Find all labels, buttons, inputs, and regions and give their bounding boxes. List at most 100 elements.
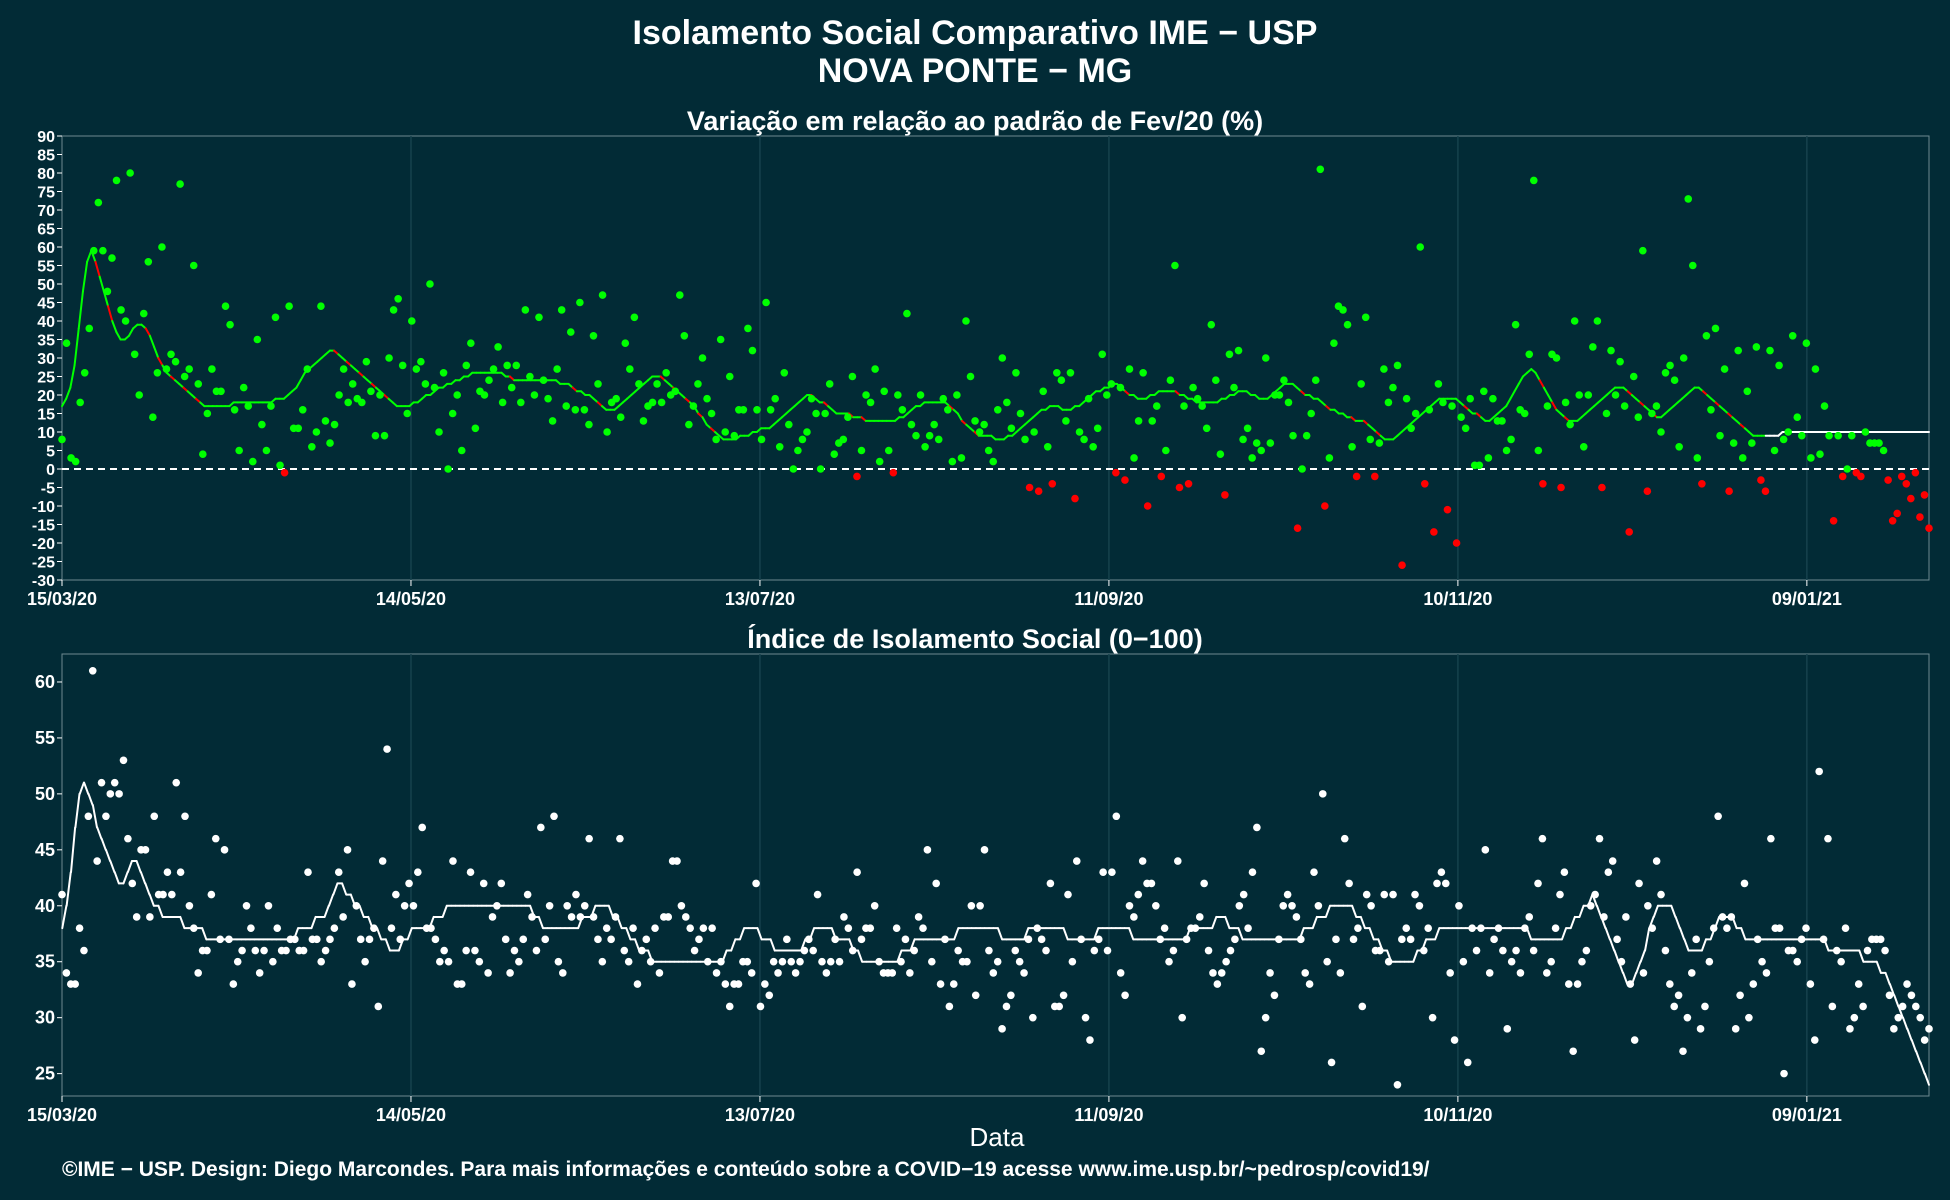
data-point — [1798, 431, 1806, 440]
data-point — [106, 790, 115, 798]
data-point — [921, 443, 929, 451]
data-point — [94, 198, 103, 207]
data-point — [1366, 435, 1375, 444]
average-line-segment — [1652, 904, 1659, 918]
data-point — [1613, 935, 1621, 944]
data-point — [1089, 443, 1097, 451]
data-point — [1499, 946, 1507, 955]
data-point — [352, 901, 361, 910]
data-point — [1297, 935, 1305, 944]
data-point — [1345, 879, 1353, 888]
average-line-segment — [1902, 1016, 1909, 1030]
data-point — [1143, 502, 1152, 510]
data-point — [84, 812, 93, 821]
data-point — [1674, 991, 1683, 1000]
data-point — [348, 980, 356, 988]
data-point — [1912, 1002, 1920, 1011]
data-point — [358, 398, 366, 407]
data-point — [1539, 480, 1547, 488]
data-point — [115, 790, 123, 798]
data-point — [185, 901, 194, 910]
y-tick-label: 50 — [37, 277, 55, 294]
data-point — [594, 380, 602, 388]
data-point — [62, 339, 71, 348]
average-line-segment — [1062, 927, 1069, 941]
data-point — [932, 879, 940, 888]
data-point — [1148, 417, 1157, 425]
data-point — [844, 413, 852, 422]
data-point — [941, 935, 949, 944]
data-point — [1825, 431, 1833, 440]
data-point — [1202, 424, 1211, 433]
data-point — [521, 306, 530, 314]
data-point — [220, 846, 229, 854]
data-point — [539, 376, 548, 385]
data-point — [444, 957, 453, 966]
data-point — [1477, 924, 1485, 932]
data-point — [1030, 428, 1038, 436]
data-point — [378, 857, 387, 865]
data-point — [1920, 491, 1929, 499]
data-point — [1494, 924, 1503, 932]
data-point — [930, 420, 938, 429]
data-point — [1072, 857, 1081, 865]
data-point — [1775, 924, 1784, 932]
data-point — [1098, 350, 1107, 359]
data-point — [417, 357, 425, 366]
data-point — [1348, 443, 1356, 451]
data-point — [371, 431, 380, 440]
data-point — [1457, 413, 1465, 422]
x-tick-label: 10/11/20 — [1423, 1105, 1492, 1125]
data-point — [966, 372, 975, 381]
average-line-segment — [1613, 949, 1620, 963]
average-line-segment — [1740, 927, 1747, 941]
data-point — [1339, 306, 1347, 314]
average-line-segment — [148, 893, 155, 907]
data-point — [389, 306, 398, 314]
data-point — [1846, 1025, 1854, 1033]
average-line-segment — [625, 927, 632, 941]
data-point — [321, 946, 330, 955]
data-point — [194, 969, 202, 977]
data-point — [910, 946, 919, 955]
data-point — [1071, 494, 1079, 503]
data-point — [646, 957, 655, 966]
data-point — [1239, 890, 1248, 899]
data-point — [1275, 935, 1283, 944]
data-point — [717, 957, 725, 966]
data-point — [1416, 243, 1425, 251]
data-point — [1298, 465, 1306, 473]
data-point — [1398, 561, 1406, 569]
data-point — [848, 946, 857, 955]
average-line-segment — [341, 882, 348, 896]
data-point — [1292, 913, 1301, 921]
average-line-segment — [634, 938, 641, 952]
data-point — [449, 857, 457, 865]
data-point — [1198, 402, 1206, 410]
data-point — [414, 868, 422, 877]
average-line-segment — [98, 275, 105, 293]
average-line-segment — [157, 904, 164, 918]
data-point — [1204, 946, 1213, 955]
data-point — [664, 913, 673, 921]
data-point — [1284, 398, 1293, 407]
data-point — [1048, 480, 1057, 488]
data-point — [1702, 332, 1711, 340]
data-point — [269, 957, 277, 966]
data-point — [585, 420, 593, 429]
data-point — [317, 957, 325, 966]
data-point — [348, 380, 357, 388]
data-point — [1037, 935, 1046, 944]
data-point — [203, 409, 212, 418]
data-point — [989, 969, 998, 977]
data-point — [1384, 398, 1393, 407]
data-point — [548, 417, 557, 425]
data-point — [233, 957, 242, 966]
data-point — [1543, 969, 1551, 977]
data-point — [620, 946, 629, 955]
y-tick-label: 15 — [37, 407, 55, 424]
data-point — [919, 924, 927, 932]
data-point — [1367, 901, 1375, 910]
data-point — [291, 935, 299, 944]
data-point — [466, 868, 475, 877]
